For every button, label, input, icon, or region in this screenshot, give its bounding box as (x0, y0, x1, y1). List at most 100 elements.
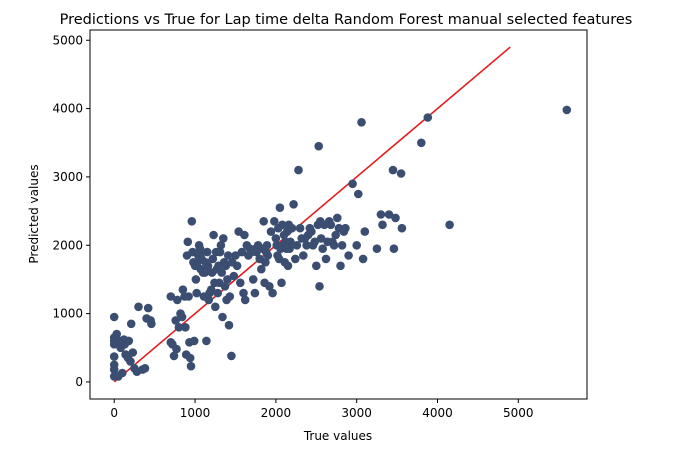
y-tick-label: 1000 (52, 307, 83, 321)
data-point (262, 241, 272, 250)
y-tick-label: 4000 (52, 102, 83, 116)
data-point (278, 220, 287, 230)
data-point (271, 234, 281, 243)
y-tick-label: 0 (75, 375, 83, 389)
data-point (112, 329, 121, 339)
data-point (239, 288, 248, 298)
data-point (314, 141, 324, 151)
x-tick-label: 5000 (503, 406, 534, 420)
data-point (389, 244, 399, 253)
data-point (348, 179, 357, 189)
data-point (378, 220, 387, 230)
data-point (257, 264, 266, 274)
data-point (174, 323, 184, 332)
data-point (186, 361, 196, 371)
data-point (220, 282, 230, 291)
data-point (445, 220, 454, 230)
data-point (184, 292, 193, 301)
data-point (178, 285, 188, 295)
data-point (209, 230, 218, 240)
data-point (213, 288, 222, 298)
data-point (259, 217, 269, 226)
data-point (261, 258, 270, 267)
data-point (172, 344, 181, 354)
data-point (221, 261, 231, 271)
data-point (417, 138, 426, 148)
data-point (270, 217, 279, 226)
x-tick-label: 0 (110, 406, 118, 420)
data-point (232, 261, 242, 271)
data-point (134, 302, 143, 312)
data-point (307, 227, 316, 236)
data-point (166, 292, 176, 301)
data-point (376, 210, 386, 219)
identity-line (113, 46, 511, 383)
data-point (109, 365, 119, 374)
data-point (187, 217, 197, 226)
data-point (126, 357, 135, 366)
data-point (143, 303, 153, 313)
data-point (316, 234, 326, 243)
data-point (326, 220, 336, 230)
data-point (341, 223, 350, 233)
chart-title: Predictions vs True for Lap time delta R… (60, 12, 633, 28)
data-point (302, 241, 311, 250)
data-point (215, 247, 225, 257)
data-point (204, 295, 214, 305)
data-point (295, 223, 305, 233)
data-point (318, 244, 328, 253)
data-point (372, 244, 382, 253)
x-tick-label: 1000 (180, 406, 211, 420)
data-point (189, 336, 199, 346)
data-point (224, 320, 234, 330)
data-point (329, 241, 339, 250)
data-point (331, 230, 341, 240)
data-point (337, 241, 347, 250)
data-point (203, 261, 213, 271)
data-point (237, 247, 247, 257)
data-point (217, 268, 226, 277)
data-point (310, 237, 320, 247)
data-point (126, 319, 136, 329)
data-point (299, 251, 308, 260)
data-point (289, 200, 298, 209)
data-point (286, 237, 295, 247)
data-point (169, 351, 179, 361)
plot-area-frame (89, 29, 588, 400)
data-point (312, 261, 321, 271)
data-point (124, 336, 134, 346)
data-point (147, 319, 156, 329)
data-point (562, 105, 572, 115)
data-point (236, 278, 245, 288)
data-point (240, 295, 250, 305)
data-point (396, 169, 406, 178)
data-point (352, 241, 362, 250)
data-point (248, 275, 258, 284)
data-point (200, 268, 210, 277)
data-point (140, 364, 150, 373)
data-point (219, 234, 228, 243)
data-point (287, 223, 297, 233)
data-point (109, 352, 119, 361)
data-point (268, 288, 277, 298)
x-tick-label: 3000 (341, 406, 372, 420)
data-point (384, 210, 394, 219)
data-point (315, 282, 324, 291)
data-point (192, 288, 201, 298)
data-point (263, 251, 273, 260)
data-point (388, 165, 398, 175)
data-point (285, 244, 294, 253)
data-point (128, 348, 138, 357)
data-point (358, 254, 368, 264)
data-point (181, 323, 190, 332)
data-point (240, 230, 249, 240)
data-point (211, 302, 220, 312)
data-point (225, 292, 235, 301)
data-point (321, 254, 331, 264)
y-axis-label: Predicted values (27, 164, 41, 263)
data-point (173, 295, 182, 305)
data-point (202, 247, 212, 257)
data-point (357, 118, 366, 127)
data-point (171, 316, 180, 325)
